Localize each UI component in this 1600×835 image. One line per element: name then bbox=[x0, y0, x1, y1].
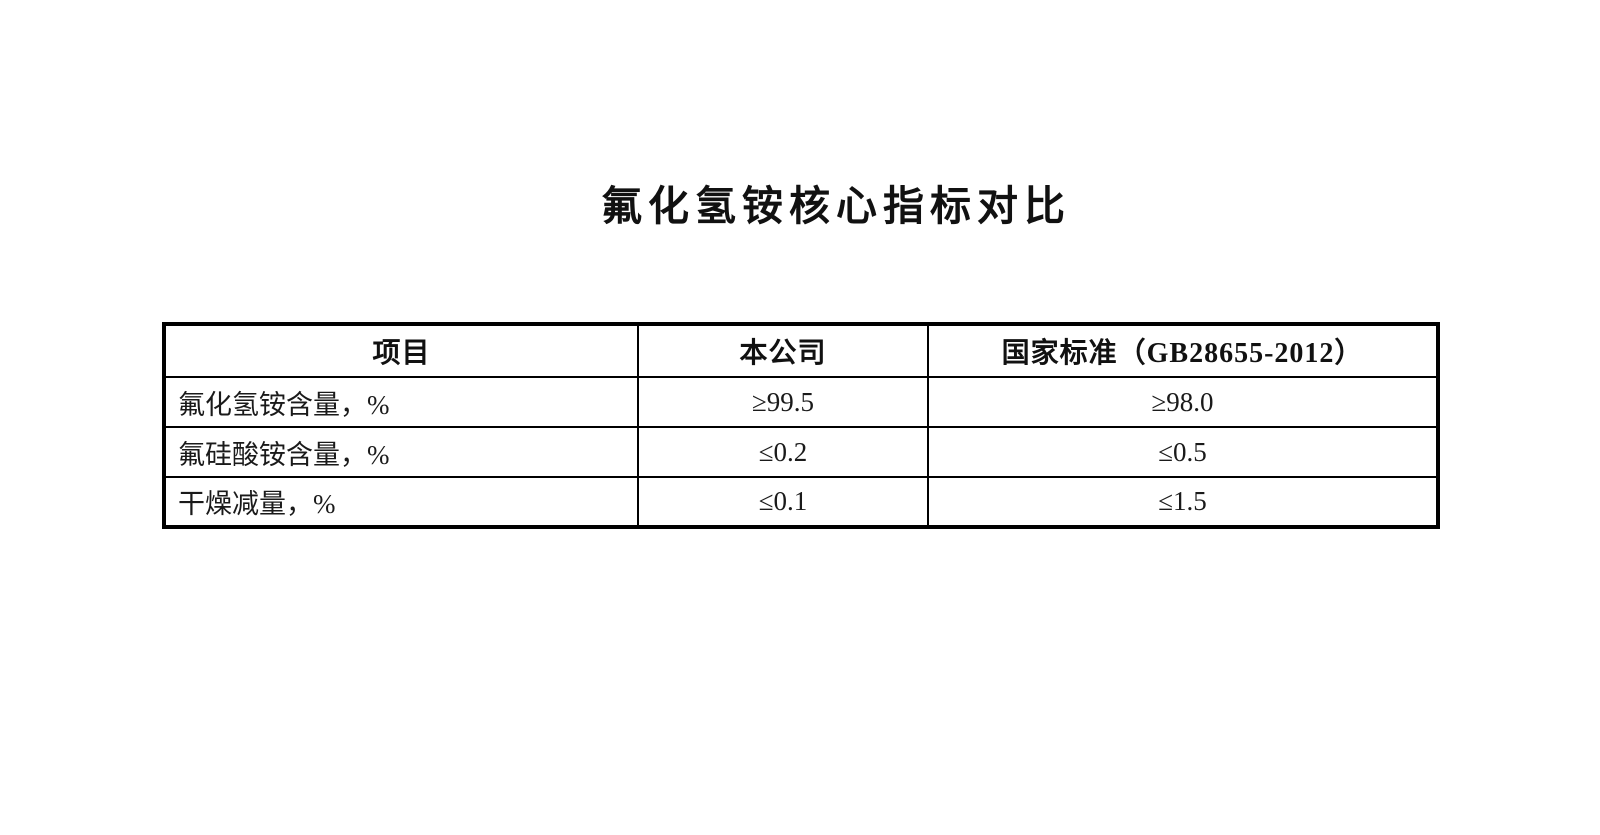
row-label-drying-loss: 干燥减量，% bbox=[163, 476, 639, 528]
company-value-drying-loss: ≤0.1 bbox=[637, 476, 929, 528]
table-row: 氟硅酸铵含量，% ≤0.2 ≤0.5 bbox=[163, 426, 1439, 478]
standard-value-fluorosilicate-content: ≤0.5 bbox=[927, 426, 1439, 478]
col-header-item: 项目 bbox=[163, 323, 639, 378]
company-value-fluorosilicate-content: ≤0.2 bbox=[637, 426, 929, 478]
standard-value-drying-loss: ≤1.5 bbox=[927, 476, 1439, 528]
document-title: 氟化氢铵核心指标对比 bbox=[601, 183, 1071, 229]
row-label-nh4hf2-content: 氟化氢铵含量，% bbox=[163, 376, 639, 428]
company-value-nh4hf2-content: ≥99.5 bbox=[637, 376, 929, 428]
spec-comparison-table: 项目 本公司 国家标准（GB28655-2012） 氟化氢铵含量，% ≥99.5… bbox=[162, 322, 1440, 529]
standard-value-nh4hf2-content: ≥98.0 bbox=[927, 376, 1439, 428]
table-header-row: 项目 本公司 国家标准（GB28655-2012） bbox=[163, 323, 1439, 378]
col-header-company: 本公司 bbox=[637, 323, 929, 378]
col-header-national-standard: 国家标准（GB28655-2012） bbox=[927, 323, 1439, 378]
table-row: 干燥减量，% ≤0.1 ≤1.5 bbox=[163, 476, 1439, 528]
table-row: 氟化氢铵含量，% ≥99.5 ≥98.0 bbox=[163, 376, 1439, 428]
row-label-fluorosilicate-content: 氟硅酸铵含量，% bbox=[163, 426, 639, 478]
